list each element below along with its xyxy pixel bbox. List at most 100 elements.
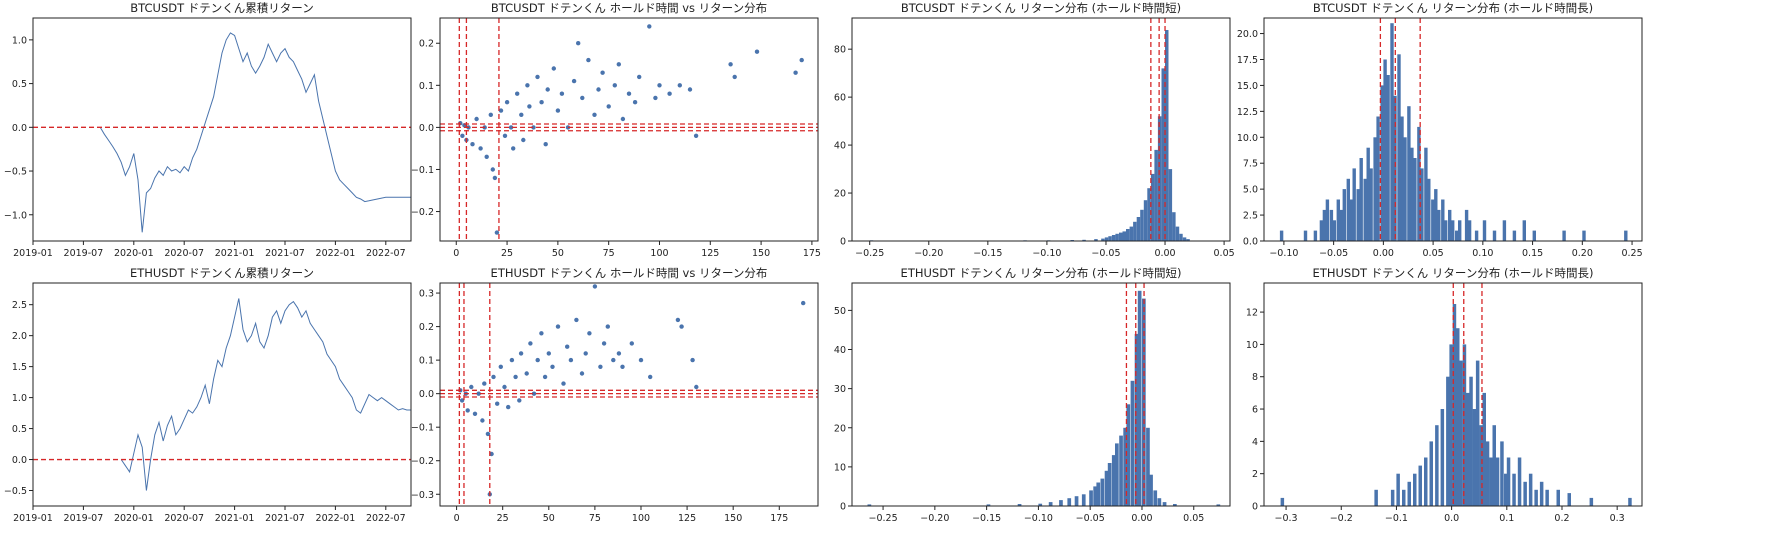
- hist-bar: [1444, 220, 1448, 241]
- y-tick-label: 20: [834, 189, 846, 200]
- data-point: [542, 374, 548, 380]
- data-point: [632, 100, 638, 105]
- hist-bar: [1108, 236, 1112, 241]
- chart-title: BTCUSDT ドテンくん ホールド時間 vs リターン分布: [491, 1, 767, 15]
- hist-bar: [1142, 298, 1146, 506]
- hist-bar: [1459, 360, 1463, 506]
- data-point: [606, 104, 611, 109]
- chart-btc-cum: BTCUSDT ドテンくん累積リターン 2019-01 2019-07 2020-01…: [4, 1, 412, 259]
- chart-title: ETHUSDT ドテンくん リターン分布 (ホールド時間長): [1313, 266, 1594, 280]
- data-point: [545, 87, 550, 92]
- hist-bar: [1485, 441, 1490, 506]
- hist-bar: [1319, 220, 1324, 241]
- data-point: [539, 100, 544, 105]
- data-point: [484, 154, 489, 159]
- hist-bar: [1119, 232, 1123, 241]
- chart-btc-scatter: BTCUSDT ドテンくん ホールド時間 vs リターン分布 0 25 50 75 100…: [411, 1, 821, 259]
- data-point: [465, 408, 470, 413]
- y-tick-label: −0.1: [411, 423, 434, 434]
- data-point: [657, 83, 662, 88]
- data-point: [611, 357, 616, 363]
- chart-title: ETHUSDT ドテンくん ホールド時間 vs リターン分布: [491, 266, 768, 280]
- hist-bar: [1123, 427, 1127, 506]
- data-point: [531, 125, 536, 130]
- x-tick-label: 0.05: [1183, 513, 1204, 524]
- hist-bar: [1403, 137, 1407, 241]
- hist-bar: [1489, 457, 1493, 506]
- hist-bar: [1628, 497, 1632, 506]
- x-tick-label: 0.05: [1214, 248, 1235, 259]
- hist-bar: [1467, 220, 1472, 241]
- hist-bar: [1140, 209, 1144, 241]
- hist-bar: [1094, 239, 1098, 241]
- x-tick-label: −0.20: [914, 248, 943, 259]
- hist-bar: [1452, 304, 1457, 506]
- data-point: [519, 112, 524, 118]
- y-tick-label: 30: [834, 384, 846, 395]
- hist-bar: [1107, 463, 1112, 506]
- data-point: [620, 364, 625, 369]
- x-tick-label: −0.10: [1024, 513, 1053, 524]
- plot-area: [33, 32, 411, 233]
- x-tick-label: 25: [501, 248, 513, 259]
- hist-bar: [1150, 173, 1155, 241]
- data-point: [555, 324, 561, 329]
- data-point: [470, 142, 475, 147]
- plot-area: [440, 18, 818, 241]
- hist-bar: [1506, 457, 1511, 506]
- y-tick-label: 1.5: [12, 362, 27, 373]
- data-point: [527, 104, 532, 109]
- data-point: [525, 83, 530, 88]
- hist-bar: [1410, 147, 1414, 241]
- hist-bar: [1082, 239, 1086, 241]
- hist-bar: [1397, 54, 1401, 241]
- x-tick-label: −0.1: [1385, 513, 1408, 524]
- hist-bar: [1359, 158, 1363, 241]
- hist-bar: [1352, 168, 1356, 241]
- data-point: [511, 146, 516, 151]
- hist-bar: [1048, 502, 1053, 506]
- chart-btc-hist-short: BTCUSDT ドテンくん リターン分布 (ホールド時間短) −0.25 −0.20…: [834, 1, 1235, 259]
- hist-bar: [1413, 158, 1417, 241]
- data-point: [515, 91, 520, 96]
- y-tick-label: 0.2: [419, 39, 434, 50]
- hist-bar: [1386, 75, 1390, 241]
- x-tick-label: 2022-01: [316, 248, 356, 259]
- x-tick-label: 2020-01: [114, 248, 154, 259]
- y-tick-label: 2.5: [1243, 211, 1258, 222]
- hist-bar: [1522, 220, 1526, 241]
- data-point: [518, 351, 524, 356]
- x-tick-label: 50: [543, 513, 555, 524]
- hist-bar: [1111, 455, 1116, 506]
- hist-bar: [1182, 237, 1187, 241]
- y-tick-label: 0.0: [419, 123, 434, 134]
- hist-bar: [1111, 235, 1116, 241]
- hist-bar: [1093, 486, 1097, 506]
- x-tick-label: 2022-01: [316, 513, 356, 524]
- hist-bar: [1466, 392, 1470, 506]
- x-tick-label: 125: [701, 248, 719, 259]
- x-tick-label: 2019-01: [13, 513, 53, 524]
- data-point: [568, 357, 574, 363]
- series-line: [99, 32, 411, 233]
- x-tick-label: 150: [752, 248, 770, 259]
- plot-area: [440, 283, 818, 506]
- hist-bar: [1172, 212, 1176, 241]
- hist-bar: [1147, 188, 1151, 241]
- hist-bar: [1567, 493, 1571, 506]
- x-tick-label: 2021-07: [265, 248, 305, 259]
- data-point: [478, 146, 483, 151]
- y-tick-label: 0.0: [1243, 237, 1258, 248]
- plot-area: [867, 283, 1221, 506]
- y-tick-label: 0.5: [12, 424, 27, 435]
- x-tick-label: −0.10: [1269, 248, 1298, 259]
- data-point: [601, 341, 607, 346]
- hist-bar: [1383, 59, 1387, 241]
- hist-bar: [1427, 178, 1431, 241]
- y-tick-label: 0.1: [419, 356, 434, 367]
- x-tick-label: 0.2: [1554, 513, 1569, 524]
- data-point: [694, 384, 699, 390]
- data-point: [504, 100, 510, 105]
- x-tick-label: 0.15: [1522, 248, 1543, 259]
- x-tick-label: −0.05: [1076, 513, 1105, 524]
